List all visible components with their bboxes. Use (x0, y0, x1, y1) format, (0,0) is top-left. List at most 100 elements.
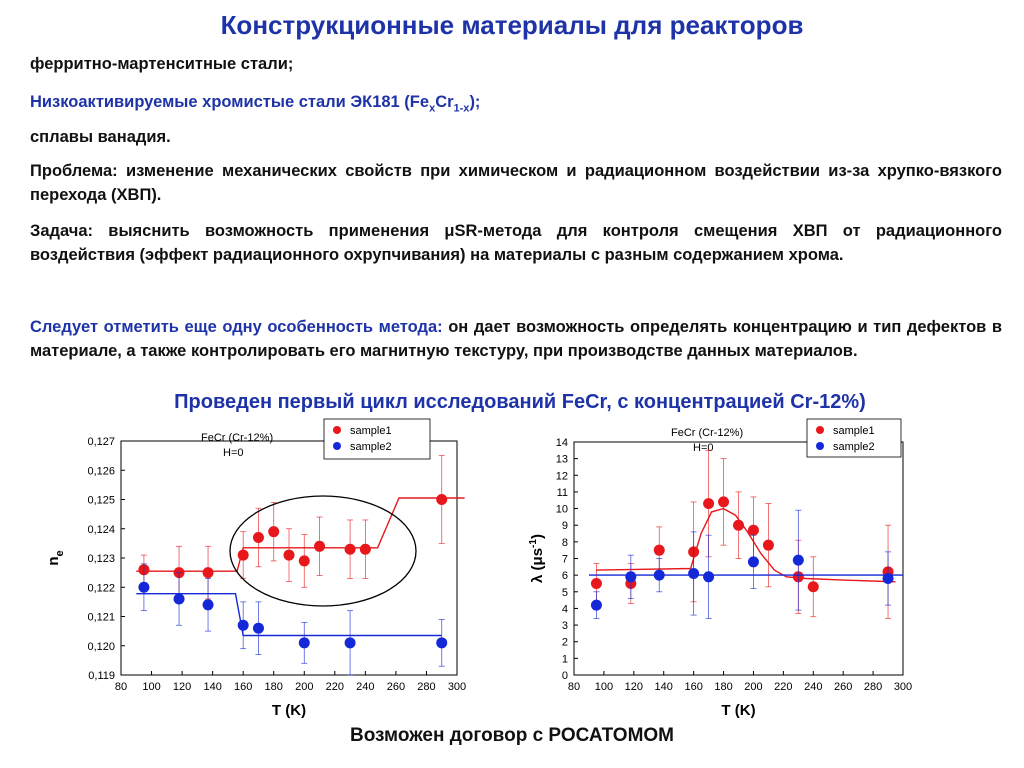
bullet-vanadium: сплавы ванадия. (30, 128, 171, 146)
footer-note: Возможен договор с РОСАТОМОМ (349, 725, 675, 746)
y-tick-label: 3 (562, 620, 568, 632)
data-point-sample1 (747, 524, 759, 536)
x-tick-label: 260 (834, 681, 852, 693)
y-axis-label: λ (μs-1) (528, 534, 546, 583)
y-tick-label: 0,121 (87, 612, 115, 624)
y-tick-label: 0,122 (87, 582, 115, 594)
legend-box (806, 418, 902, 458)
fit-line-sample1 (136, 497, 465, 572)
y-tick-label: 7 (562, 554, 568, 566)
data-point-sample2 (882, 572, 894, 584)
data-point-sample2 (252, 622, 264, 634)
legend-label-sample1: sample1 (833, 425, 875, 437)
x-axis-label: T (K) (272, 702, 306, 719)
highlight-ellipse (229, 495, 417, 607)
chart-annotation: H=0 (223, 447, 244, 459)
y-tick-label: 0,127 (87, 436, 115, 448)
data-point-sample1 (590, 577, 602, 589)
data-point-sample2 (625, 571, 637, 583)
note-body: он дает возможность определять концентра… (30, 318, 1002, 360)
x-tick-label: 240 (804, 681, 822, 693)
y-tick-label: 0,124 (87, 524, 115, 536)
y-tick-label: 0,123 (87, 553, 115, 565)
data-point-sample1 (298, 555, 310, 567)
legend-marker-sample2 (816, 442, 824, 450)
x-tick-label: 280 (864, 681, 882, 693)
legend-label-sample1: sample1 (350, 425, 392, 437)
y-tick-label: 12 (556, 470, 568, 482)
y-tick-label: 10 (556, 504, 568, 516)
data-point-sample2 (653, 569, 665, 581)
y-tick-label: 1 (562, 653, 568, 665)
x-tick-label: 220 (326, 681, 344, 693)
y-tick-label: 8 (562, 537, 568, 549)
x-tick-label: 240 (356, 681, 374, 693)
data-point-sample2 (590, 599, 602, 611)
x-tick-label: 100 (142, 681, 160, 693)
x-tick-label: 220 (774, 681, 792, 693)
y-tick-label: 0,119 (88, 670, 115, 682)
x-tick-label: 120 (173, 681, 191, 693)
y-tick-label: 14 (556, 437, 568, 449)
legend-marker-sample1 (333, 426, 341, 434)
slide-title: Конструкционные материалы для реакторов (220, 10, 804, 40)
chart-annotation: FeCr (Cr-12%) (201, 432, 273, 444)
data-point-sample2 (344, 637, 356, 649)
x-tick-label: 160 (234, 681, 252, 693)
y-tick-label: 13 (556, 454, 568, 466)
formula-sub-x: x (429, 102, 436, 115)
note-text: Следует отметить еще одну особенность ме… (30, 315, 1002, 363)
x-tick-label: 100 (595, 681, 613, 693)
y-axis-label-sup: -1 (528, 539, 539, 548)
data-point-sample1 (807, 581, 819, 593)
y-tick-label: 0,126 (87, 465, 115, 477)
legend-label-sample2: sample2 (833, 441, 875, 453)
data-point-sample1 (762, 539, 774, 551)
y-tick-label: 4 (562, 603, 568, 615)
data-point-sample2 (173, 593, 185, 605)
y-tick-label: 9 (562, 520, 568, 532)
x-tick-label: 300 (894, 681, 912, 693)
fit-line-sample2 (136, 592, 442, 637)
chart-annotation: FeCr (Cr-12%) (671, 427, 743, 439)
data-point-sample1 (252, 532, 264, 544)
x-tick-label: 200 (744, 681, 762, 693)
x-axis-label: T (K) (721, 702, 755, 719)
y-axis-label-post: ) (529, 534, 546, 539)
data-point-sample2 (792, 554, 804, 566)
x-tick-label: 300 (448, 681, 466, 693)
x-tick-label: 160 (684, 681, 702, 693)
x-tick-label: 280 (417, 681, 435, 693)
legend-box (323, 418, 431, 460)
y-tick-label: 6 (562, 570, 568, 582)
data-point-sample1 (314, 540, 326, 552)
data-point-sample1 (359, 543, 371, 555)
bullet-low-activation-pre: Низкоактивируемые хромистые стали ЭК181 … (30, 93, 430, 111)
formula-close: ); (469, 93, 481, 111)
data-point-sample2 (138, 581, 150, 593)
chart-lambda-vs-temperature: 80 100 120 140 160 180 200 220 240 260 280 30001234… (528, 418, 912, 719)
bullet-low-activation: Низкоактивируемые хромистые стали ЭК181 … (30, 90, 1002, 120)
y-axis-label-main: n (45, 556, 62, 565)
data-point-sample1 (268, 526, 280, 538)
chart-annotation: H=0 (693, 442, 714, 454)
x-tick-label: 260 (387, 681, 405, 693)
data-point-sample1 (733, 519, 744, 531)
data-point-sample1 (718, 496, 730, 508)
data-point-sample1 (237, 549, 249, 561)
x-tick-label: 80 (568, 681, 580, 693)
data-point-sample1 (703, 498, 715, 510)
x-tick-label: 180 (714, 681, 732, 693)
task-text: Задача: выяснить возможность применения … (30, 222, 1002, 264)
y-axis-label: ne (45, 550, 66, 565)
fit-line-sample1 (596, 507, 896, 583)
legend-marker-sample1 (816, 426, 824, 434)
bullet-ferritic: ферритно-мартенситные стали; (30, 55, 294, 73)
results-subtitle: Проведен первый цикл исследований FeCr, … (174, 391, 866, 413)
data-point-sample1 (344, 543, 356, 555)
legend-marker-sample2 (333, 442, 341, 450)
data-point-sample1 (436, 494, 448, 505)
problem-text: Проблема: изменение механических свойств… (30, 162, 1002, 204)
data-point-sample2 (703, 571, 715, 583)
y-tick-label: 0,125 (87, 495, 115, 507)
